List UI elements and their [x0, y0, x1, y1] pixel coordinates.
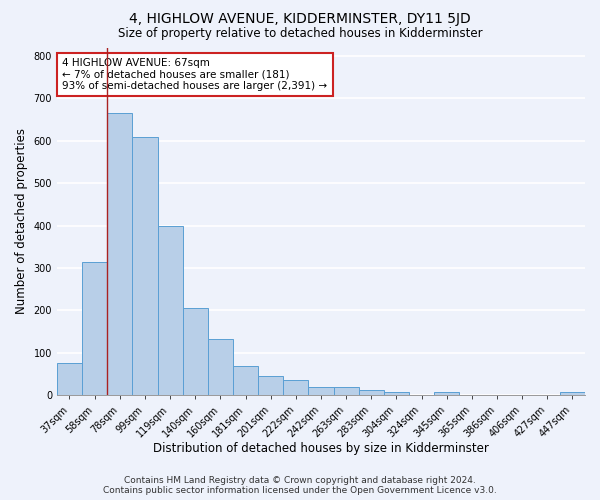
Y-axis label: Number of detached properties: Number of detached properties — [15, 128, 28, 314]
Bar — [560, 392, 585, 395]
Bar — [258, 376, 283, 395]
Bar — [82, 262, 107, 395]
Bar — [182, 308, 208, 395]
Bar — [133, 136, 158, 395]
Bar — [283, 380, 308, 395]
Bar — [434, 392, 459, 395]
Bar — [334, 386, 359, 395]
Text: 4, HIGHLOW AVENUE, KIDDERMINSTER, DY11 5JD: 4, HIGHLOW AVENUE, KIDDERMINSTER, DY11 5… — [129, 12, 471, 26]
Text: Size of property relative to detached houses in Kidderminster: Size of property relative to detached ho… — [118, 28, 482, 40]
Bar — [384, 392, 409, 395]
Bar — [233, 366, 258, 395]
Bar — [158, 226, 182, 395]
Bar — [359, 390, 384, 395]
Text: 4 HIGHLOW AVENUE: 67sqm
← 7% of detached houses are smaller (181)
93% of semi-de: 4 HIGHLOW AVENUE: 67sqm ← 7% of detached… — [62, 58, 328, 91]
Bar — [208, 339, 233, 395]
Bar — [308, 386, 334, 395]
Text: Contains HM Land Registry data © Crown copyright and database right 2024.
Contai: Contains HM Land Registry data © Crown c… — [103, 476, 497, 495]
Bar — [107, 113, 133, 395]
X-axis label: Distribution of detached houses by size in Kidderminster: Distribution of detached houses by size … — [153, 442, 489, 455]
Bar — [57, 364, 82, 395]
